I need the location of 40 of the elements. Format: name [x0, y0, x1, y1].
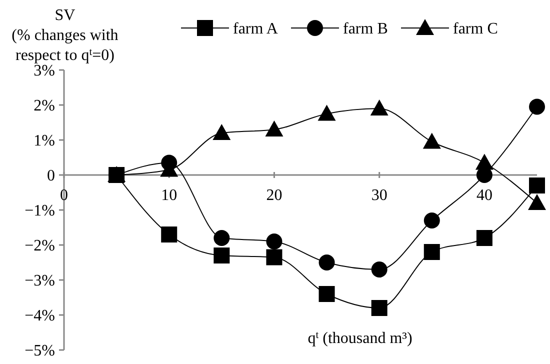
y-tick-label: −5% [24, 342, 55, 360]
point [424, 212, 440, 228]
y-tick-label: −1% [24, 202, 55, 220]
point [529, 178, 545, 194]
point [265, 120, 284, 136]
point [371, 262, 388, 278]
y-tick-label: 2% [34, 98, 55, 115]
point [161, 226, 178, 242]
point [212, 124, 231, 140]
legend-label: farm B [343, 20, 388, 38]
legend-label: farm C [453, 20, 498, 38]
y-tick-label: −2% [24, 238, 55, 255]
x-tick-label: 30 [371, 187, 388, 204]
point [214, 230, 230, 246]
point [422, 132, 441, 149]
x-tick-label: 0 [60, 187, 68, 204]
x-axis-title: q$^{t}$ (thousand m³) [308, 330, 412, 347]
point [266, 249, 282, 266]
point [475, 154, 494, 170]
y-tick-label: −4% [24, 308, 55, 325]
x-tick-label: 20 [266, 187, 282, 204]
point [371, 300, 388, 316]
point [214, 248, 230, 264]
point [424, 244, 440, 260]
point [318, 286, 335, 302]
y-axis-title: SV (% changes with respect to q$^{t}$=0) [12, 7, 118, 64]
y-tick-label: 1% [34, 132, 55, 150]
y-tick-label: 0 [47, 168, 55, 185]
point [266, 234, 282, 250]
point [318, 104, 336, 121]
x-tick-label: 10 [161, 187, 178, 204]
legend-label: farm A [233, 20, 278, 38]
point [528, 194, 546, 210]
point [318, 254, 335, 270]
y-tick-label: −3% [24, 272, 55, 290]
point [529, 98, 545, 115]
x-tick-label: 40 [476, 187, 492, 204]
point [370, 100, 388, 116]
y-tick-label: 3% [34, 62, 55, 80]
point [476, 230, 492, 246]
